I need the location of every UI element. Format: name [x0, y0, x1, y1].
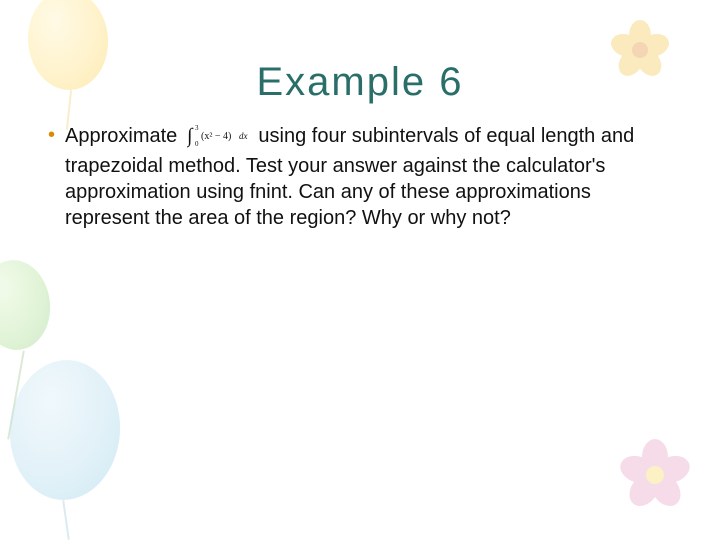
bullet-icon: •: [48, 122, 55, 148]
integral-lower: 0: [195, 140, 199, 148]
body-prefix: Approximate: [65, 125, 177, 147]
svg-text:∫: ∫: [187, 125, 194, 148]
bullet-item: • Approximate ∫ 3 0 (x² − 4) dx using fo…: [48, 120, 680, 231]
slide-title: Example 6: [0, 60, 720, 105]
balloon-string-icon: [62, 500, 70, 540]
flower-icon: [620, 440, 690, 510]
integral-icon: ∫ 3 0 (x² − 4) dx: [187, 122, 249, 148]
integral-integrand: (x² − 4): [201, 131, 231, 142]
integral-expression: ∫ 3 0 (x² − 4) dx: [187, 122, 249, 155]
integral-upper: 3: [195, 124, 199, 132]
slide-body: • Approximate ∫ 3 0 (x² − 4) dx using fo…: [48, 120, 680, 231]
integral-dx: dx: [239, 131, 248, 141]
balloon-icon: [5, 356, 124, 503]
balloon-string-icon: [7, 351, 25, 440]
body-text: Approximate ∫ 3 0 (x² − 4) dx using four…: [65, 120, 680, 231]
balloon-icon: [0, 257, 55, 354]
slide: Example 6 • Approximate ∫ 3 0 (x² − 4) d…: [0, 0, 720, 540]
